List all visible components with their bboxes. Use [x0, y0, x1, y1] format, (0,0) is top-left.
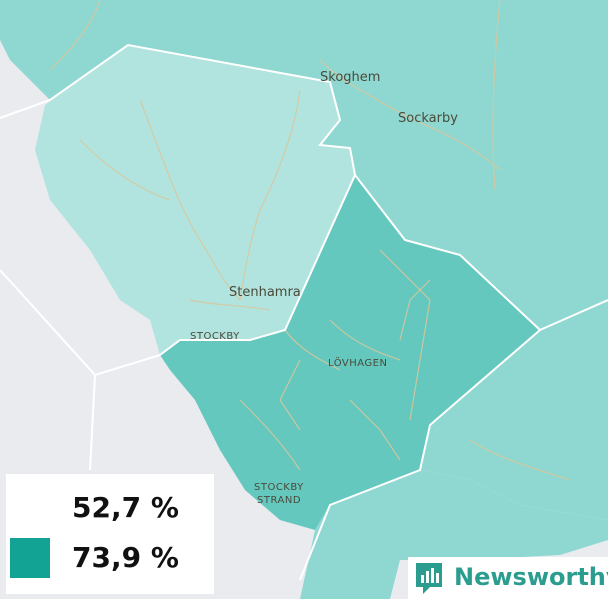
region-east	[420, 300, 608, 520]
legend-item-low: 52,7 %	[6, 484, 214, 530]
place-label-stenhamra: Stenhamra	[229, 285, 301, 300]
roads	[49, 0, 571, 481]
legend-item-high: 73,9 %	[6, 534, 214, 580]
brand-name: Newsworthy	[454, 563, 608, 591]
legend-label-low: 52,7 %	[72, 491, 179, 524]
legend: 52,7 % 73,9 %	[6, 474, 214, 594]
place-label-stockby-strand-line2: STRAND	[257, 495, 301, 506]
place-label-stockby: STOCKBY	[190, 331, 240, 342]
place-label-stockby-strand-line1: STOCKBY	[254, 482, 304, 493]
region-south	[300, 470, 608, 599]
legend-swatch-high	[10, 538, 50, 578]
region-lovhagen	[160, 175, 540, 530]
region-north	[0, 0, 608, 330]
municipality-borders	[0, 43, 608, 581]
brand-badge: Newsworthy	[408, 557, 608, 599]
region-stenhamra	[35, 45, 355, 355]
place-label-sockarby: Sockarby	[398, 111, 458, 126]
place-label-skoghem: Skoghem	[320, 70, 380, 85]
legend-swatch-low	[10, 488, 50, 528]
place-label-lovhagen: LÖVHAGEN	[328, 356, 387, 369]
legend-label-high: 73,9 %	[72, 541, 179, 574]
newsworthy-logo-icon	[416, 563, 442, 594]
